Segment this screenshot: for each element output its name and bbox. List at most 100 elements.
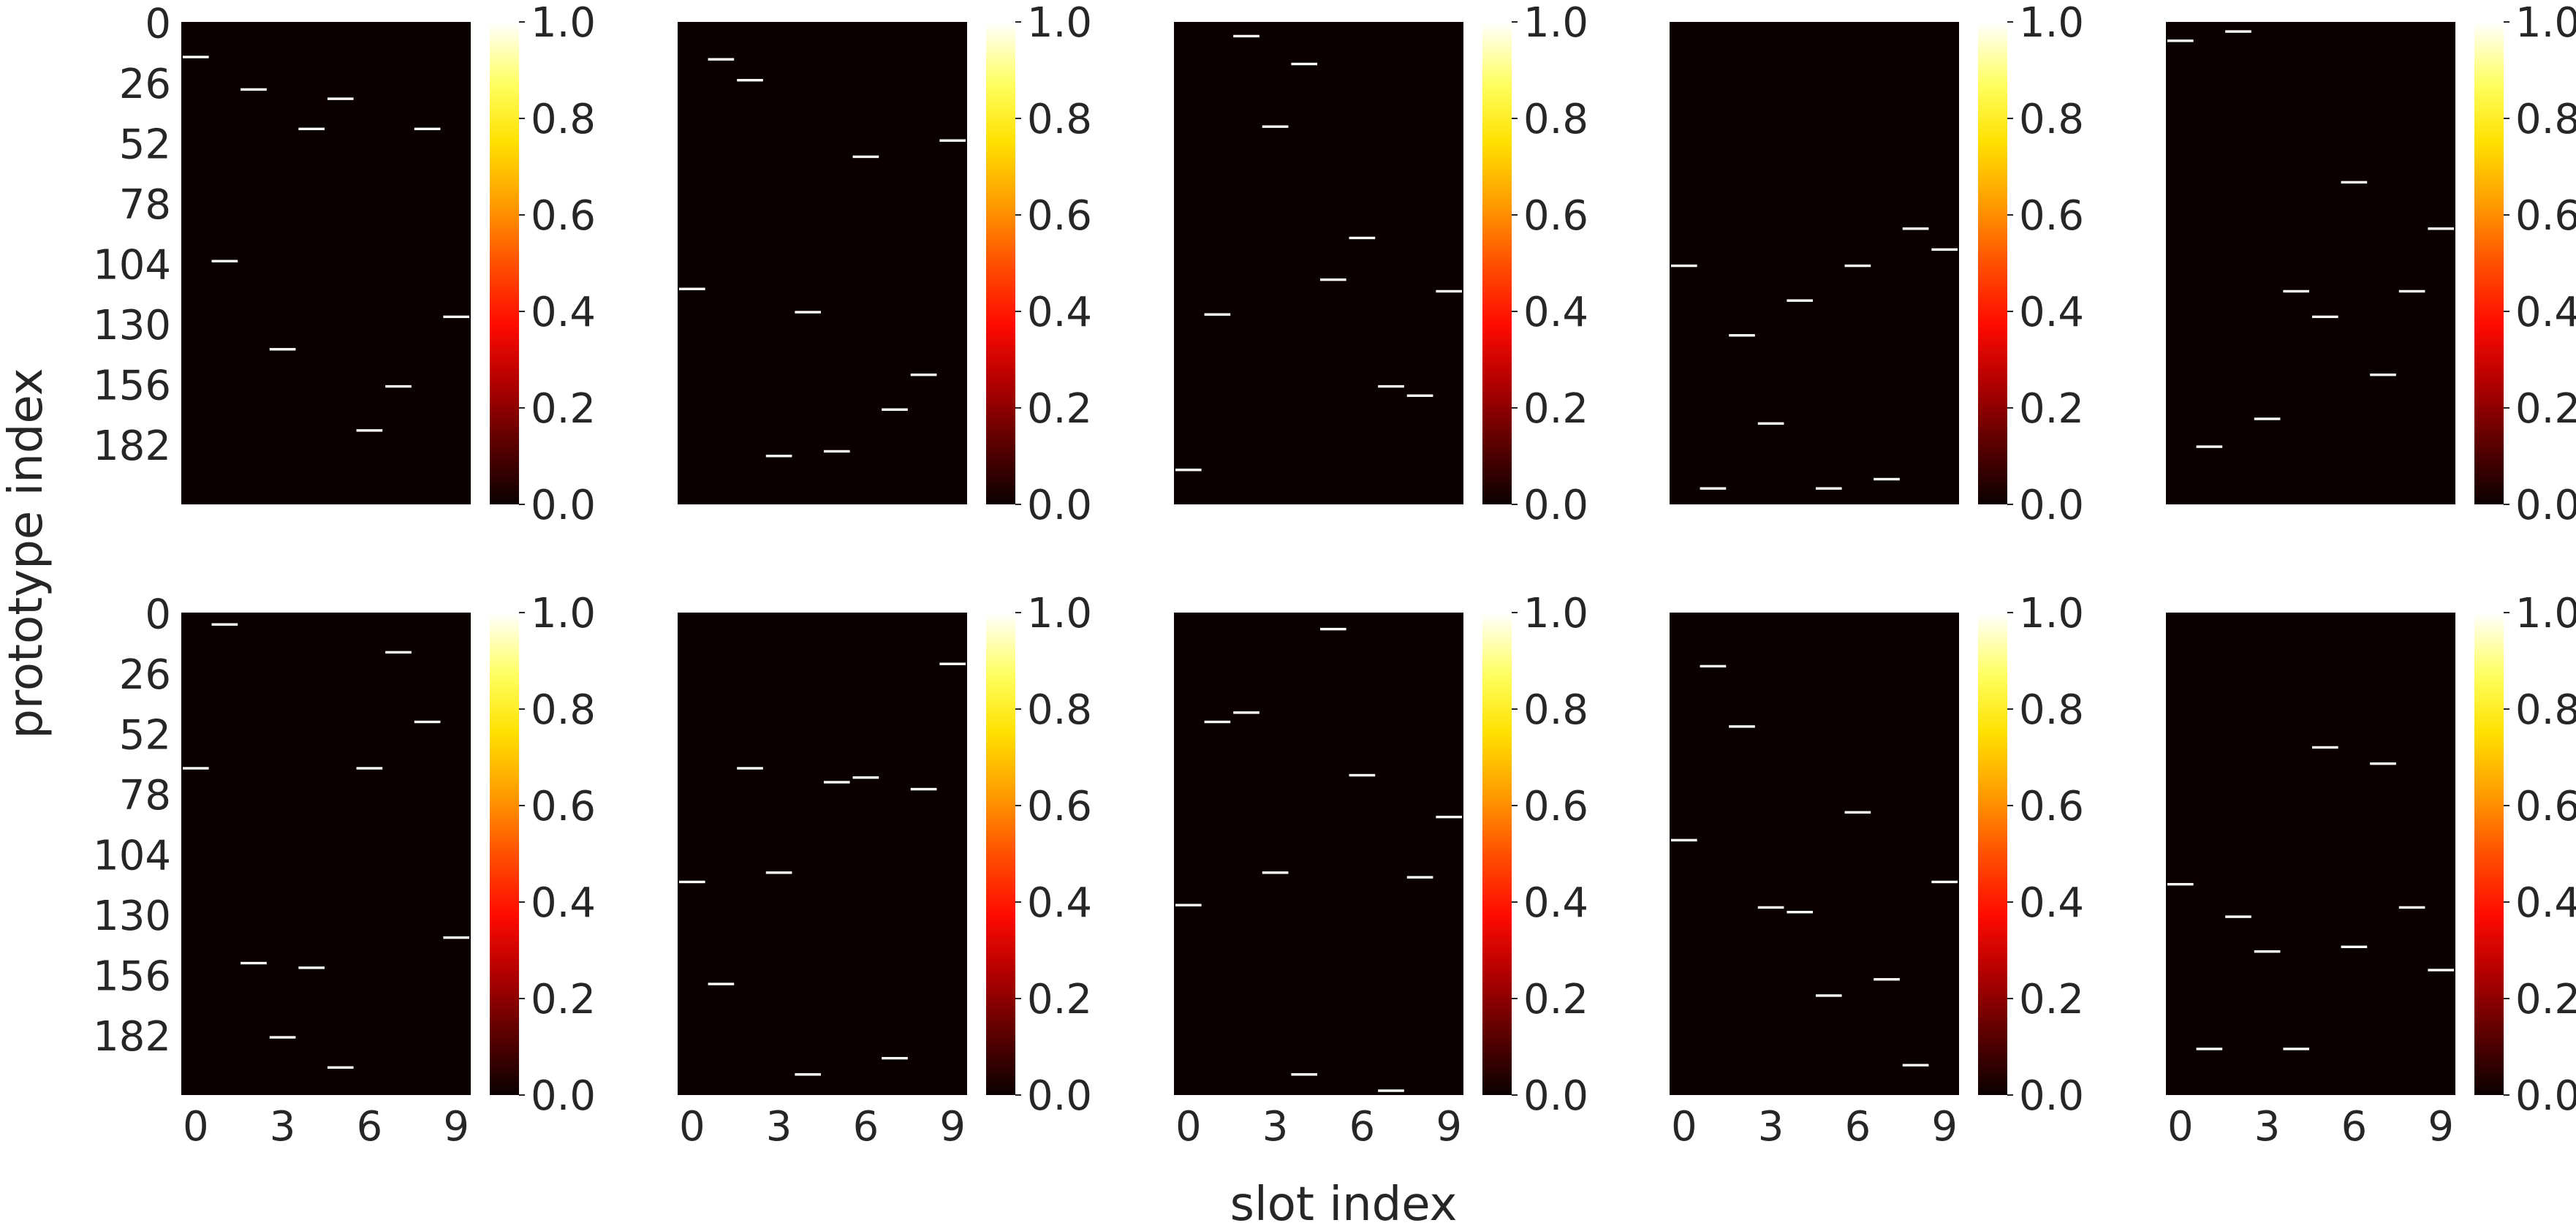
heatmap-cell-slot0-proto8 [2167, 39, 2194, 42]
heatmap-cell-slot5-proto73 [823, 781, 850, 784]
heatmap-cell-slot9-proto116 [1436, 289, 1463, 293]
colorbar-tick-label-1.0: 1.0 [2019, 0, 2084, 47]
heatmap-cell-slot1-proto201 [1700, 487, 1727, 490]
heatmap-background [1174, 613, 1463, 1095]
heatmap-cell-slot0-proto126 [1175, 904, 1202, 906]
heatmap-cell-slot3-proto171 [2254, 417, 2281, 420]
heatmap-cell-slot0-proto193 [1175, 469, 1202, 471]
heatmap-cell-slot4-proto125 [795, 311, 822, 314]
colorbar-tick-label-0.6: 0.6 [1027, 783, 1092, 830]
heatmap-cell-slot5-proto201 [1815, 487, 1842, 490]
heatmap-cell-slot0-proto15 [182, 56, 209, 58]
heatmap-cell-slot0-proto115 [678, 287, 705, 291]
heatmap-panel-r0-c3: 0.0 0.2 0.4 0.6 0.8 1.0 [1670, 0, 2084, 529]
heatmap-cell-slot0-proto116 [678, 880, 705, 884]
heatmap-cell-slot8-proto89 [1902, 227, 1929, 230]
heatmap-cell-slot6-proto176 [356, 429, 383, 432]
heatmap-background [678, 613, 967, 1095]
heatmap-cell-slot7-proto17 [385, 651, 412, 654]
x-tick-label-3: 3 [270, 1103, 296, 1151]
colorbar-tick-label-1.0: 1.0 [1027, 0, 1092, 47]
colorbar-tick-label-0.0: 0.0 [2019, 482, 2084, 529]
colorbar-tick-label-0.4: 0.4 [1523, 289, 1588, 336]
heatmap-cell-slot2-proto29 [240, 88, 267, 91]
y-tick-label-130: 130 [93, 302, 171, 349]
heatmap-cell-slot3-proto45 [1262, 125, 1289, 128]
heatmap-cell-slot5-proto127 [2311, 315, 2338, 319]
y-tick-label-26: 26 [119, 61, 171, 108]
y-tick-label-78: 78 [119, 181, 171, 229]
heatmap-cell-slot9-proto88 [1436, 815, 1463, 819]
colorbar-tick-label-0.0: 0.0 [531, 482, 596, 529]
heatmap-cell-slot1-proto16 [708, 58, 735, 61]
colorbar-tick-label-0.6: 0.6 [2019, 783, 2084, 830]
colorbar [986, 613, 1015, 1095]
heatmap-cell-slot1-proto183 [2196, 445, 2223, 448]
heatmap-cell-slot6-proto58 [852, 155, 879, 159]
heatmap-cell-slot9-proto140 [443, 936, 470, 939]
heatmap-cell-slot8-proto161 [1406, 394, 1433, 397]
colorbar-tick-label-0.2: 0.2 [2515, 976, 2576, 1023]
x-tick-label-0: 0 [2167, 1103, 2194, 1151]
colorbar-tick-label-1.0: 1.0 [531, 0, 596, 47]
heatmap-cell-slot3-proto183 [269, 1036, 296, 1039]
colorbar-tick-label-0.2: 0.2 [531, 976, 596, 1023]
heatmap-cell-slot5-proto58 [2311, 746, 2338, 749]
heatmap-background [1670, 22, 1959, 504]
heatmap-cell-slot4-proto199 [1291, 1073, 1318, 1076]
heatmap-panel-r0-c0: 0.0 0.2 0.4 0.6 0.8 1.0 0 26 52 78 104 130 156 182 [93, 0, 596, 529]
heatmap-cell-slot9-proto154 [2428, 969, 2455, 971]
colorbar-tick-label-0.6: 0.6 [531, 192, 596, 240]
x-tick-label-9: 9 [443, 1103, 469, 1151]
heatmap-cell-slot6-proto70 [1349, 773, 1376, 777]
heatmap-cell-slot5-proto165 [1815, 994, 1842, 997]
colorbar-tick-label-0.8: 0.8 [531, 96, 596, 143]
colorbar-tick-label-0.2: 0.2 [1027, 976, 1092, 1023]
heatmap-cell-slot2-proto43 [1233, 711, 1259, 714]
x-tick-label-9: 9 [939, 1103, 966, 1151]
heatmap-cell-slot1-proto103 [211, 260, 238, 262]
heatmap-cell-slot9-proto51 [939, 139, 966, 142]
colorbar [1482, 22, 1512, 504]
colorbar-tick-label-0.4: 0.4 [531, 879, 596, 927]
heatmap-cell-slot7-proto192 [882, 1056, 908, 1060]
heatmap-cell-slot3-proto173 [1757, 422, 1784, 425]
heatmap-background [181, 22, 471, 504]
heatmap-cell-slot8-proto127 [2398, 906, 2425, 909]
heatmap-cell-slot1-proto47 [1204, 720, 1231, 724]
colorbar [1978, 22, 2007, 504]
colorbar-tick-label-0.6: 0.6 [2515, 783, 2576, 830]
colorbar-tick-label-1.0: 1.0 [1523, 590, 1588, 637]
heatmap-background [1670, 613, 1959, 1095]
colorbar-tick-label-0.0: 0.0 [2515, 482, 2576, 529]
y-axis-label: prototype index [0, 368, 53, 738]
x-tick-label-3: 3 [766, 1103, 792, 1151]
heatmap-cell-slot4-proto18 [1291, 62, 1318, 66]
colorbar-tick-label-0.0: 0.0 [1027, 1072, 1092, 1120]
heatmap-cell-slot6-proto69 [2341, 181, 2368, 184]
colorbar-tick-label-0.0: 0.0 [1523, 1072, 1588, 1120]
colorbar-tick-label-0.4: 0.4 [1027, 879, 1092, 927]
x-tick-label-6: 6 [2341, 1103, 2368, 1151]
heatmap-cell-slot7-proto157 [1378, 385, 1404, 388]
heatmap-cell-slot6-proto67 [356, 767, 383, 770]
heatmap-cell-slot3-proto127 [1757, 906, 1784, 909]
colorbar-tick-label-0.0: 0.0 [1523, 482, 1588, 529]
heatmap-cell-slot0-proto98 [1670, 838, 1697, 842]
colorbar-tick-label-0.8: 0.8 [1523, 686, 1588, 734]
colorbar-tick-label-1.0: 1.0 [531, 590, 596, 637]
heatmap-cell-slot2-proto49 [1729, 725, 1755, 728]
heatmap-cell-slot1-proto160 [708, 982, 735, 985]
heatmap-background [181, 613, 471, 1095]
heatmap-background [678, 22, 967, 504]
heatmap-cell-slot9-proto98 [1931, 248, 1958, 251]
heatmap-cell-slot8-proto47 [414, 720, 441, 724]
colorbar-tick-label-0.0: 0.0 [2019, 1072, 2084, 1120]
colorbar-tick-label-1.0: 1.0 [1027, 590, 1092, 637]
x-tick-label-3: 3 [2254, 1103, 2281, 1151]
heatmap-cell-slot8-proto114 [1406, 876, 1433, 879]
heatmap-cell-slot9-proto116 [1931, 880, 1958, 884]
x-tick-label-6: 6 [357, 1103, 383, 1151]
x-tick-label-6: 6 [1845, 1103, 1871, 1151]
heatmap-cell-slot3-proto141 [269, 348, 296, 351]
